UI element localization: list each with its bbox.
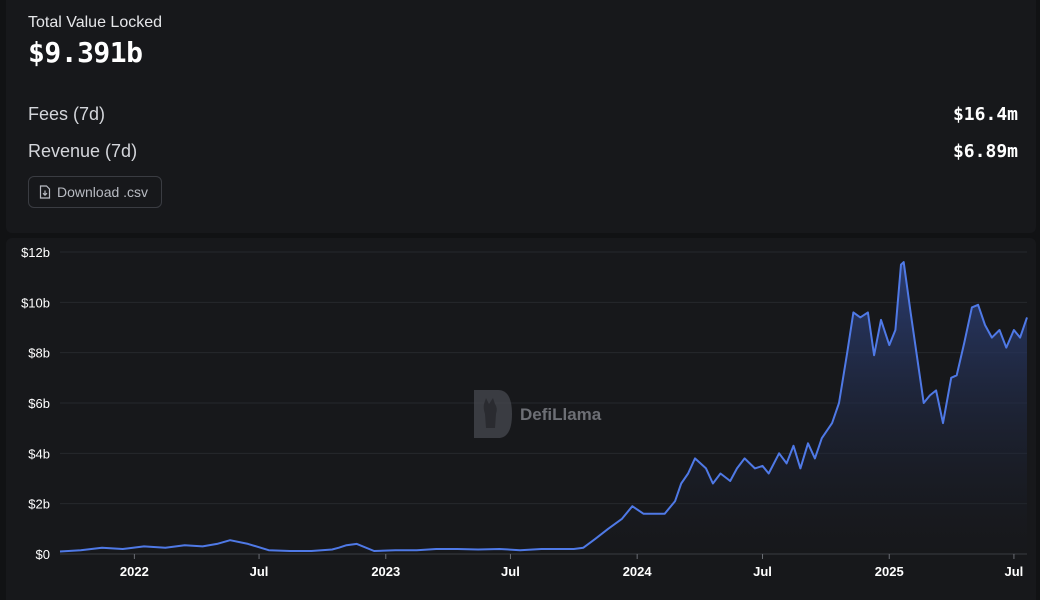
tvl-area — [60, 262, 1027, 554]
tvl-label: Total Value Locked — [28, 14, 163, 31]
y-tick-label: $6b — [28, 396, 50, 411]
tvl-line-series — [59, 261, 1028, 553]
grid-lines — [60, 251, 1027, 555]
revenue-row: Revenue (7d) $6.89m — [28, 141, 1018, 165]
revenue-label: Revenue (7d) — [28, 141, 138, 161]
tvl-chart[interactable]: DefiLlama $0 $2b $4b $6b $8b $10b $12b 2022 Jul… — [6, 238, 1036, 600]
y-tick-label: $12b — [21, 245, 50, 260]
fees-row: Fees (7d) $16.4m — [28, 104, 1018, 128]
file-download-icon — [39, 185, 51, 199]
x-tick-label: 2024 — [623, 564, 653, 579]
x-tick-label: 2023 — [371, 564, 400, 579]
tvl-area-fill — [60, 262, 1027, 554]
y-tick-label: $10b — [21, 295, 50, 310]
y-tick-label: $8b — [28, 346, 50, 361]
tvl-line[interactable] — [59, 261, 1028, 553]
x-tick-label: Jul — [501, 564, 520, 579]
download-csv-button[interactable]: Download .csv — [28, 176, 162, 208]
x-tick-label: Jul — [1005, 564, 1024, 579]
defillama-watermark: DefiLlama — [474, 390, 602, 438]
x-tick-label: Jul — [250, 564, 269, 579]
y-tick-label: $2b — [28, 497, 50, 512]
fees-value: $16.4m — [952, 104, 1018, 125]
x-tick-label: Jul — [753, 564, 772, 579]
x-tick-label: 2025 — [875, 564, 904, 579]
llama-logo-icon — [474, 390, 512, 438]
download-csv-label: Download .csv — [57, 184, 149, 200]
y-tick-label: $4b — [28, 446, 50, 461]
x-axis: 2022 Jul 2023 Jul 2024 Jul 2025 Jul — [60, 553, 1027, 579]
y-tick-label: $0 — [36, 547, 50, 562]
y-axis: $0 $2b $4b $6b $8b $10b $12b — [21, 245, 50, 562]
tvl-chart-card: DefiLlama $0 $2b $4b $6b $8b $10b $12b 2022 Jul… — [6, 238, 1036, 600]
tvl-value: $9.391b — [28, 36, 143, 69]
summary-card: Total Value Locked $9.391b Fees (7d) $16… — [6, 0, 1036, 233]
watermark-text: DefiLlama — [520, 405, 602, 424]
revenue-value: $6.89m — [952, 141, 1018, 162]
x-tick-label: 2022 — [120, 564, 149, 579]
fees-label: Fees (7d) — [28, 104, 106, 124]
